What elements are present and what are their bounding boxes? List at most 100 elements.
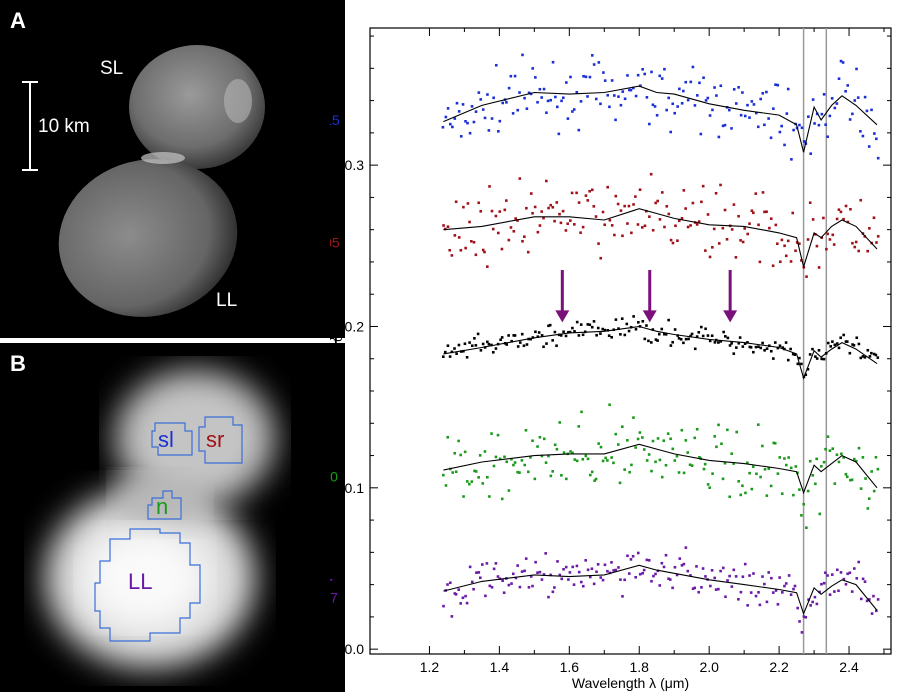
data-point	[776, 83, 780, 87]
data-point	[865, 599, 869, 603]
data-point	[800, 362, 803, 366]
data-point	[792, 587, 795, 591]
data-point	[533, 205, 537, 209]
data-point	[593, 479, 596, 482]
model-line	[443, 325, 878, 380]
data-point	[507, 583, 511, 587]
data-point	[472, 240, 476, 244]
data-point	[779, 260, 782, 264]
data-point	[805, 526, 808, 529]
data-point	[867, 145, 871, 148]
data-point	[874, 455, 878, 459]
data-point	[636, 437, 640, 441]
data-point	[727, 108, 731, 112]
data-point	[844, 204, 848, 208]
data-point	[526, 250, 530, 254]
data-point	[568, 571, 572, 574]
data-point	[839, 336, 842, 340]
data-point	[645, 558, 649, 562]
data-point	[698, 455, 701, 459]
data-point	[859, 487, 863, 490]
data-point	[457, 236, 461, 239]
data-point	[854, 240, 858, 244]
data-point	[875, 609, 878, 613]
data-point	[601, 327, 605, 331]
data-point	[510, 582, 513, 585]
data-point	[481, 482, 485, 485]
data-point	[663, 67, 666, 71]
data-point	[509, 74, 513, 78]
data-point	[720, 442, 723, 446]
data-point	[457, 588, 461, 591]
data-point	[815, 357, 819, 360]
data-point	[678, 557, 682, 560]
data-point	[831, 340, 834, 343]
data-point	[856, 96, 860, 99]
data-point	[518, 341, 522, 344]
data-point	[809, 152, 813, 155]
data-point	[652, 574, 655, 578]
data-point	[743, 227, 746, 230]
data-point	[833, 106, 837, 110]
arrow-head-1	[642, 310, 657, 323]
data-point	[710, 334, 714, 338]
data-point	[761, 91, 765, 95]
data-point	[702, 467, 706, 471]
data-point	[701, 184, 705, 188]
data-point	[507, 86, 511, 90]
data-point	[662, 565, 666, 569]
data-point	[748, 345, 752, 349]
data-point	[549, 203, 553, 207]
data-point	[845, 475, 849, 479]
data-point	[761, 575, 764, 578]
data-point	[595, 333, 598, 337]
data-point	[846, 572, 849, 576]
data-point	[721, 566, 725, 570]
series-avg	[441, 315, 880, 380]
data-point	[768, 226, 771, 230]
data-point	[468, 220, 471, 224]
data-point	[478, 454, 482, 457]
data-point	[761, 444, 764, 448]
data-point	[520, 570, 524, 573]
data-point	[772, 441, 776, 445]
data-point	[536, 445, 539, 448]
data-point	[662, 439, 666, 443]
data-point	[514, 217, 517, 220]
data-point	[850, 590, 854, 593]
data-point	[531, 584, 534, 588]
data-point	[711, 246, 714, 249]
series-sl	[441, 53, 880, 161]
data-point	[662, 332, 666, 336]
data-point	[448, 248, 452, 252]
data-point	[577, 570, 581, 574]
data-point	[872, 594, 875, 598]
model-line	[443, 85, 878, 153]
data-point	[569, 450, 572, 453]
data-point	[654, 572, 657, 576]
data-point	[739, 239, 742, 242]
series-offset-label: +0.05	[330, 235, 340, 251]
data-point	[873, 132, 876, 135]
data-point	[442, 473, 445, 477]
data-point	[758, 260, 762, 264]
data-point	[767, 467, 771, 470]
data-point	[734, 102, 738, 105]
data-point	[630, 231, 633, 235]
data-point	[748, 574, 751, 577]
data-point	[621, 425, 624, 429]
data-point	[698, 81, 701, 85]
data-point	[626, 222, 629, 225]
data-point	[442, 604, 445, 608]
data-point	[534, 560, 537, 564]
data-point	[710, 569, 714, 572]
data-point	[486, 265, 489, 268]
data-point	[524, 557, 528, 560]
data-point	[855, 577, 859, 580]
data-point	[854, 459, 858, 463]
data-point	[700, 325, 703, 329]
data-point	[579, 100, 583, 103]
data-point	[706, 483, 710, 486]
data-point	[545, 342, 548, 345]
data-point	[690, 464, 694, 467]
